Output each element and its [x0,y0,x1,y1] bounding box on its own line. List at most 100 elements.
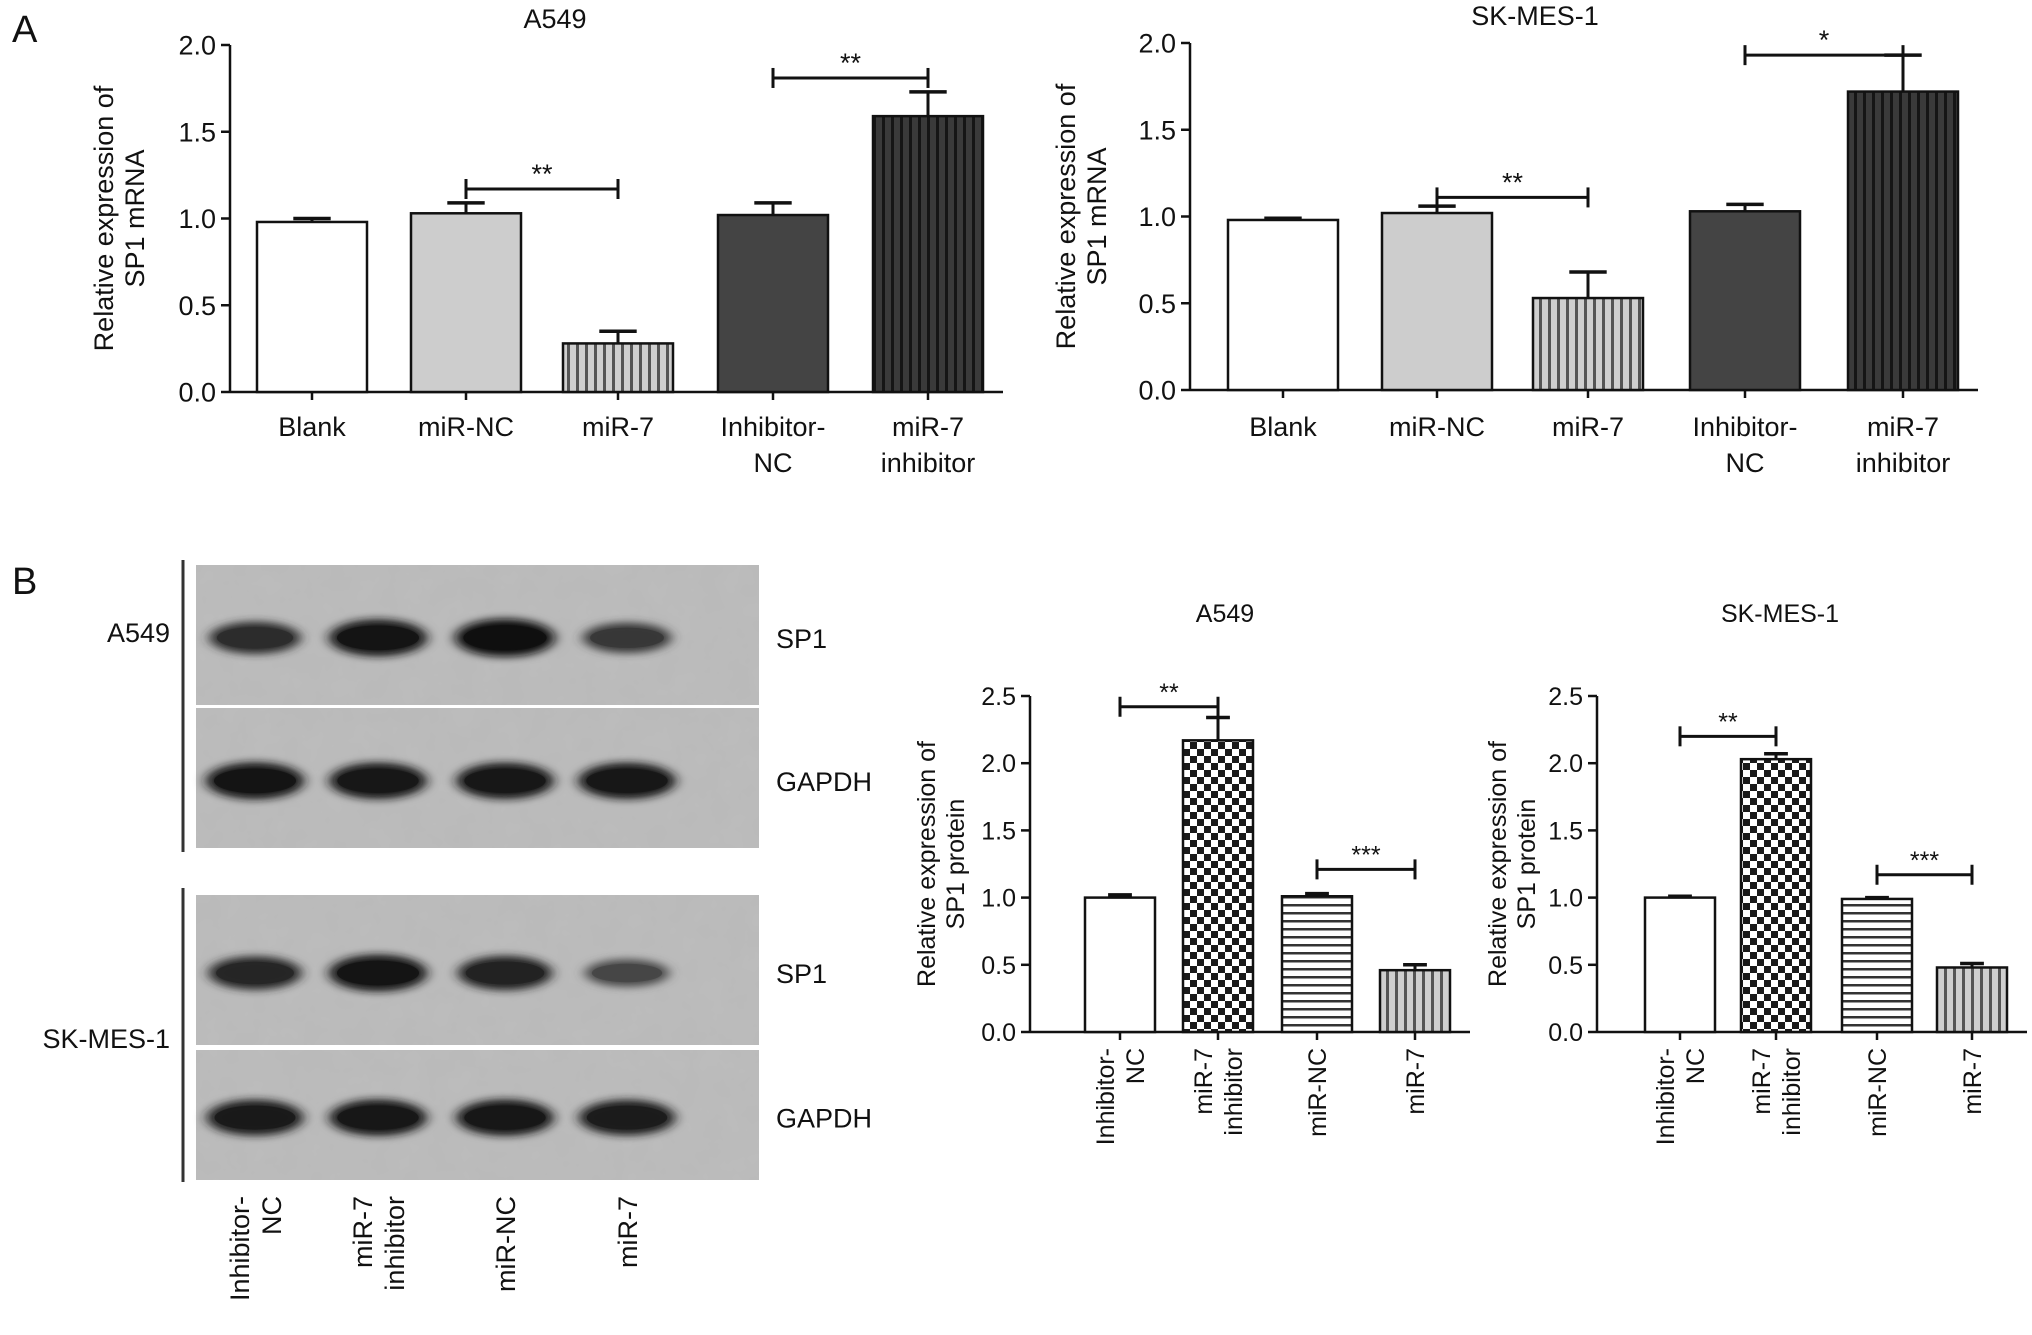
x-tick-label: miR-NC [1864,1048,1892,1137]
bar [1688,210,1802,392]
significance-label: * [1819,25,1830,55]
blot-strip [196,895,759,1045]
bar [561,342,675,394]
x-tick-label: NC [1726,448,1765,478]
bar [1280,895,1354,1034]
x-tick-label: inhibitor [881,448,976,478]
blot-lane-label: NC [257,1196,287,1235]
y-tick-label: 1.0 [1138,202,1176,232]
significance-label: *** [1910,847,1939,875]
blot-cell-line-label: A549 [107,618,170,648]
x-tick-label: Inhibitor- [1692,412,1797,442]
blot-protein-label: SP1 [776,959,827,989]
bar [255,220,369,394]
y-tick-label: 0.0 [1548,1019,1583,1047]
chart-skmes1-protein: SK-MES-1 Relative expression ofSP1 protei… [1484,600,2027,1145]
significance-bracket: ** [1118,679,1220,717]
panel-letter-b: B [12,561,37,603]
y-axis-label-line: Relative expression of [89,85,119,351]
y-tick-label: 2.0 [1138,29,1176,59]
x-tick-label: inhibitor [1220,1048,1248,1136]
y-tick-label: 2.5 [981,683,1016,711]
y-tick-label: 0.0 [178,378,216,408]
blot-band-core [586,1105,668,1130]
chart-a549-mrna: A549 Relative expression ofSP1 mRNA 0.0 0.5… [89,4,1003,478]
x-tick-label: Inhibitor- [1092,1048,1120,1145]
significance-label: *** [1351,841,1380,869]
blot-band-core [463,625,547,651]
blot-lane-label: miR-NC [491,1196,521,1292]
blot-protein-label: GAPDH [776,1104,872,1134]
x-tick-label: Blank [278,412,346,442]
significance-bracket: ** [464,159,620,200]
panel-letter-a: A [12,9,38,51]
x-tick-label: inhibitor [1856,448,1951,478]
blot-lane-label: miR-7 [613,1196,643,1268]
y-axis-label-line: SP1 protein [1513,799,1541,930]
bar [1840,897,1914,1034]
y-axis-label: Relative expression ofSP1 protein [913,741,970,987]
blot-cell-line-label: SK-MES-1 [42,1024,170,1054]
significance-label: ** [531,159,553,189]
blot-band-core [213,768,297,794]
x-tick-label: miR-7 [1402,1048,1430,1115]
y-axis-label-line: Relative expression of [1051,83,1081,349]
blot-band-core [337,768,419,793]
x-tick-label: miR-7 [1867,412,1939,442]
x-tick-label: inhibitor [1778,1048,1806,1136]
y-axis-label: Relative expression ofSP1 mRNA [1051,83,1112,349]
y-axis-label: Relative expression ofSP1 mRNA [89,85,150,351]
y-tick-label: 0.5 [981,952,1016,980]
y-axis-label-line: SP1 mRNA [120,149,150,287]
blot-band-core [336,960,420,986]
blot-lane-label: miR-7 [348,1196,378,1268]
blot-strip [196,565,759,705]
y-tick-label: 1.0 [1548,885,1583,913]
bar [1226,218,1340,392]
blot-band-core [586,768,668,793]
significance-label: ** [1159,679,1179,707]
blot-lane-label: inhibitor [380,1196,410,1291]
y-axis-label-line: SP1 mRNA [1082,147,1112,285]
blot-strip [196,1050,759,1180]
significance-bracket: ** [1678,708,1778,747]
significance-bracket: * [1743,25,1905,66]
bar [1935,966,2009,1034]
bar [1739,757,1813,1034]
x-tick-label: miR-NC [1389,412,1485,442]
y-tick-label: 2.5 [1548,683,1583,711]
bar [1083,896,1157,1034]
x-tick-label: miR-NC [1304,1048,1332,1137]
y-tick-label: 1.5 [178,117,216,147]
blot-band-core [465,961,545,985]
y-tick-label: 0.0 [981,1019,1016,1047]
y-tick-label: 0.5 [1548,952,1583,980]
blot-band-core [216,961,294,985]
x-tick-label: miR-7 [582,412,654,442]
significance-label: ** [840,48,862,78]
significance-bracket: *** [1875,847,1974,885]
y-tick-label: 0.5 [1138,289,1176,319]
x-tick-label: miR-7 [892,412,964,442]
x-tick-label: miR-7 [1748,1048,1776,1115]
chart-title: SK-MES-1 [1721,600,1839,628]
blot-protein-label: SP1 [776,624,827,654]
blot-lane-label: Inhibitor- [225,1196,255,1301]
x-tick-label: miR-7 [1959,1048,1987,1115]
x-tick-label: miR-7 [1552,412,1624,442]
x-tick-label: NC [754,448,793,478]
x-tick-label: Blank [1249,412,1317,442]
blot-band-core [214,1105,296,1130]
chart-title: A549 [523,4,586,34]
y-tick-label: 1.0 [981,885,1016,913]
blot-strip [196,708,759,848]
y-axis-label-line: Relative expression of [1484,741,1512,987]
bar [1531,296,1645,392]
significance-bracket: ** [771,48,930,88]
chart-title: SK-MES-1 [1471,1,1599,31]
y-tick-label: 0.0 [1138,376,1176,406]
blot-band-core [336,625,420,651]
bar [409,212,523,394]
bar [1378,968,1452,1034]
bar [1846,90,1960,392]
